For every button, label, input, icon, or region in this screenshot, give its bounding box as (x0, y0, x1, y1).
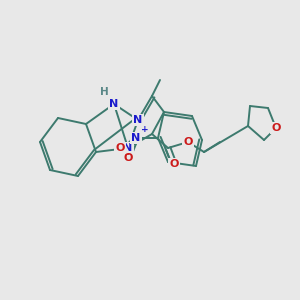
Text: O: O (169, 159, 179, 169)
Text: O: O (271, 123, 281, 133)
Text: H: H (100, 87, 108, 97)
Text: N: N (123, 143, 133, 153)
Text: N: N (134, 115, 142, 125)
Text: +: + (141, 125, 148, 134)
Text: O: O (123, 153, 133, 163)
Text: N: N (131, 133, 141, 143)
Text: O: O (183, 137, 193, 147)
Text: O: O (115, 143, 125, 153)
Text: ⁻: ⁻ (124, 152, 129, 162)
Text: N: N (110, 99, 118, 109)
